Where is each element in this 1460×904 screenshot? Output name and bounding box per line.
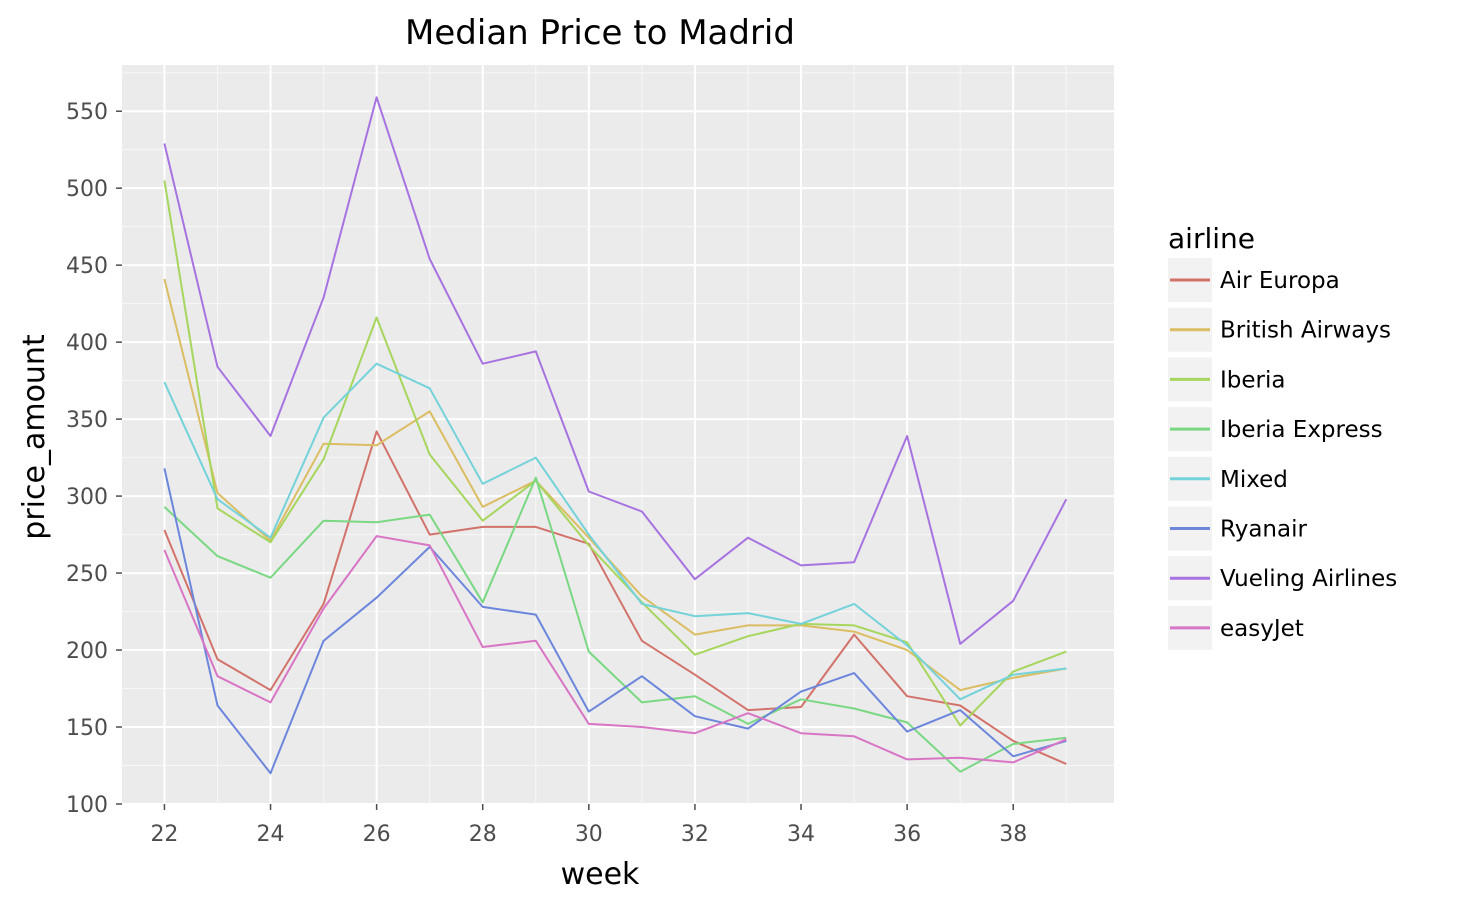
legend-label: Ryanair xyxy=(1220,517,1307,543)
legend-label: Iberia Express xyxy=(1220,417,1383,443)
x-tick-label: 36 xyxy=(893,822,921,847)
legend-label: Vueling Airlines xyxy=(1220,566,1397,592)
legend-label: Iberia xyxy=(1220,367,1285,393)
y-tick-label: 350 xyxy=(66,408,108,433)
legend-item-mixed: Mixed xyxy=(1168,456,1288,501)
y-tick-label: 200 xyxy=(66,639,108,664)
series-line-easyjet xyxy=(163,535,1067,764)
legend-label: Mixed xyxy=(1220,467,1288,493)
legend-item-iberia-express: Iberia Express xyxy=(1168,407,1383,452)
series-lines xyxy=(163,96,1068,775)
y-axis-title: price_amount xyxy=(17,334,52,540)
x-tick-label: 30 xyxy=(575,822,603,847)
series-line-vueling-airlines xyxy=(163,96,1068,645)
y-tick-label: 100 xyxy=(66,793,108,818)
x-tick-label: 34 xyxy=(787,822,815,847)
x-tick-label: 32 xyxy=(681,822,709,847)
legend-item-vueling-airlines: Vueling Airlines xyxy=(1168,556,1397,601)
chart-title: Median Price to Madrid xyxy=(405,13,795,53)
x-axis-title: week xyxy=(561,857,640,892)
x-tick-label: 24 xyxy=(257,822,285,847)
series-line-air-europa xyxy=(163,430,1067,765)
y-tick-label: 400 xyxy=(66,331,108,356)
x-tick-label: 26 xyxy=(363,822,391,847)
x-tick-label: 22 xyxy=(150,822,178,847)
legend-item-british-airways: British Airways xyxy=(1168,307,1391,352)
legend-label: easyJet xyxy=(1220,616,1304,642)
series-line-mixed xyxy=(163,362,1067,701)
y-axis-ticks: 100 150 200 250 300 350 400 450 500 550 xyxy=(66,100,122,818)
y-tick-label: 450 xyxy=(66,254,108,279)
legend-item-easyjet: easyJet xyxy=(1168,605,1304,650)
legend-item-ryanair: Ryanair xyxy=(1168,506,1307,551)
series-line-ryanair xyxy=(163,468,1067,775)
legend-label: Air Europa xyxy=(1220,268,1340,294)
legend: airline Air Europa British Airways Iberia I… xyxy=(1168,222,1397,650)
legend-item-air-europa: Air Europa xyxy=(1168,258,1340,302)
series-line-iberia-express xyxy=(163,476,1067,773)
y-tick-label: 500 xyxy=(66,177,108,202)
series-line-iberia xyxy=(163,180,1067,727)
y-tick-label: 550 xyxy=(66,100,108,125)
x-tick-label: 28 xyxy=(469,822,497,847)
y-tick-label: 150 xyxy=(66,716,108,741)
x-axis-ticks: 22 24 26 28 30 32 34 36 38 xyxy=(150,804,1027,847)
y-tick-label: 250 xyxy=(66,562,108,587)
legend-item-iberia: Iberia xyxy=(1168,357,1285,402)
legend-title: airline xyxy=(1168,222,1255,255)
legend-items: Air Europa British Airways Iberia Iberia Ex… xyxy=(1168,258,1397,650)
y-tick-label: 300 xyxy=(66,485,108,510)
x-tick-label: 38 xyxy=(999,822,1027,847)
legend-label: British Airways xyxy=(1220,318,1391,344)
